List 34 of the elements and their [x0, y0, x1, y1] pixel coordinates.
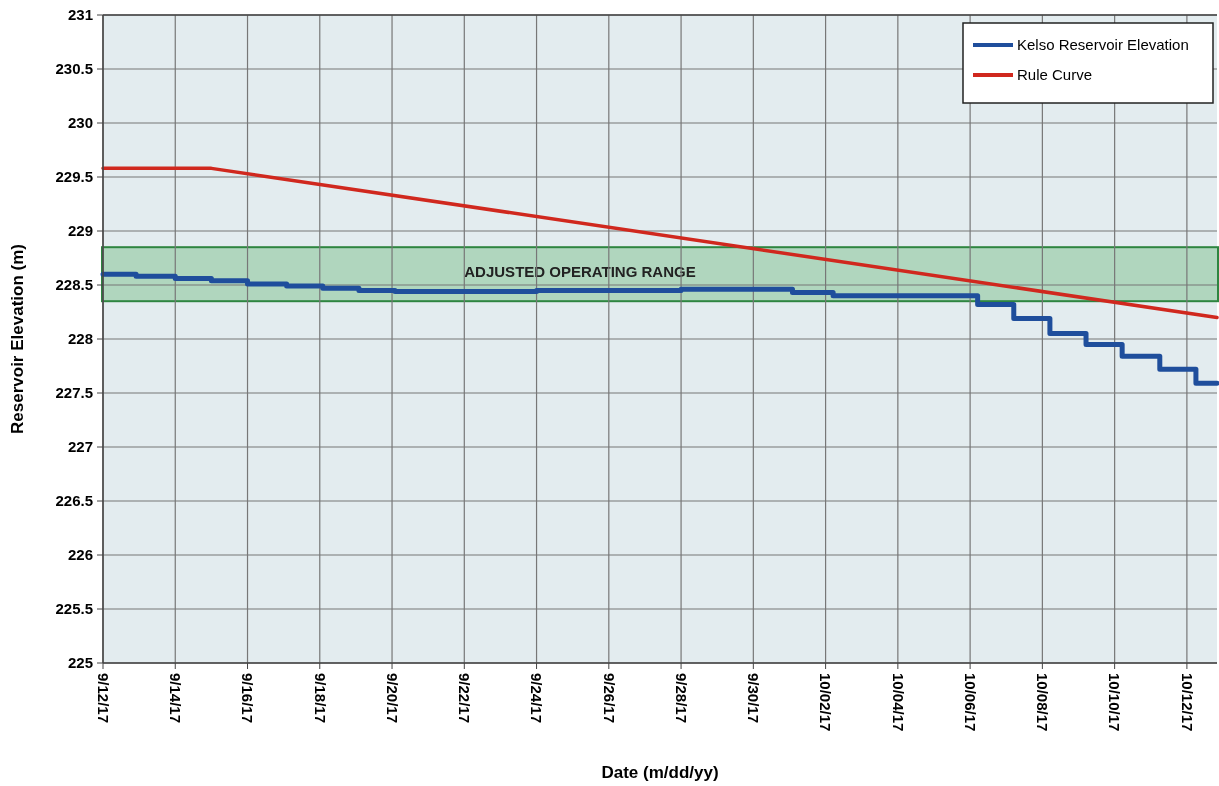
y-tick-label: 225.5 — [55, 600, 93, 618]
x-tick-label: 9/16/17 — [239, 673, 257, 724]
y-tick-label: 227 — [67, 438, 93, 456]
x-tick-label: 10/12/17 — [1178, 673, 1196, 732]
x-tick-label: 10/04/17 — [889, 673, 907, 732]
x-tick-label: 10/06/17 — [961, 673, 979, 732]
y-tick-label: 228 — [67, 330, 93, 348]
x-tick-label: 9/12/17 — [94, 673, 112, 724]
x-tick-label: 9/26/17 — [600, 673, 618, 724]
x-tick-label: 9/18/17 — [311, 673, 329, 724]
y-tick-label: 226 — [67, 546, 93, 564]
y-tick-label: 225 — [67, 654, 93, 672]
x-tick-label: 9/28/17 — [672, 673, 690, 724]
x-tick-label: 10/02/17 — [817, 673, 835, 732]
band-label: ADJUSTED OPERATING RANGE — [464, 263, 696, 281]
x-axis-title: Date (m/dd/yy) — [601, 763, 719, 782]
x-tick-label: 10/10/17 — [1106, 673, 1124, 732]
y-tick-label: 230 — [67, 114, 93, 132]
y-tick-label: 230.5 — [55, 60, 93, 78]
y-tick-label: 229 — [67, 222, 93, 240]
x-tick-label: 9/14/17 — [167, 673, 185, 724]
legend-label: Kelso Reservoir Elevation — [1017, 36, 1189, 54]
x-tick-label: 9/20/17 — [383, 673, 401, 724]
x-tick-label: 9/24/17 — [528, 673, 546, 724]
x-tick-label: 10/08/17 — [1034, 673, 1052, 732]
x-tick-label: 9/22/17 — [456, 673, 474, 724]
y-tick-label: 228.5 — [55, 276, 93, 294]
y-tick-label: 227.5 — [55, 384, 93, 402]
y-tick-label: 231 — [67, 6, 93, 24]
x-tick-label: 9/30/17 — [745, 673, 763, 724]
legend-label: Rule Curve — [1017, 66, 1093, 84]
y-tick-label: 226.5 — [55, 492, 93, 510]
y-tick-label: 229.5 — [55, 168, 93, 186]
y-axis-title: Reservoir Elevation (m) — [8, 244, 27, 434]
